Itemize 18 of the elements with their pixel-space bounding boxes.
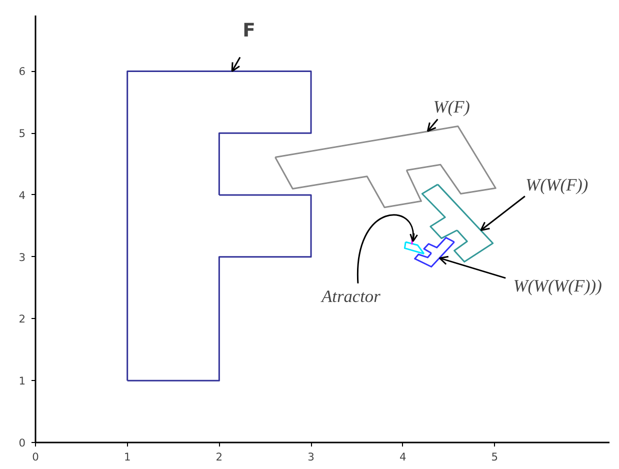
x-tick-label: 2 xyxy=(216,450,223,464)
x-tick-label: 1 xyxy=(124,450,131,464)
y-tick-label: 6 xyxy=(18,65,26,78)
y-tick-label: 0 xyxy=(18,436,26,450)
x-tick-label: 0 xyxy=(32,450,40,464)
x-tick-label: 5 xyxy=(491,450,498,464)
y-tick-label: 5 xyxy=(18,127,26,140)
annotation: W(W(W(F))) xyxy=(513,276,602,296)
annotation: W(W(F)) xyxy=(526,176,588,195)
annotation: F xyxy=(242,20,256,42)
x-tick-label: 4 xyxy=(399,450,406,464)
y-tick-label: 3 xyxy=(18,250,26,264)
annotation: W(F) xyxy=(433,98,470,117)
annotation: Atractor xyxy=(320,286,381,306)
y-tick-label: 4 xyxy=(18,188,26,202)
y-tick-label: 2 xyxy=(18,312,26,326)
x-tick-label: 3 xyxy=(308,450,314,464)
y-tick-label: 1 xyxy=(18,374,26,388)
